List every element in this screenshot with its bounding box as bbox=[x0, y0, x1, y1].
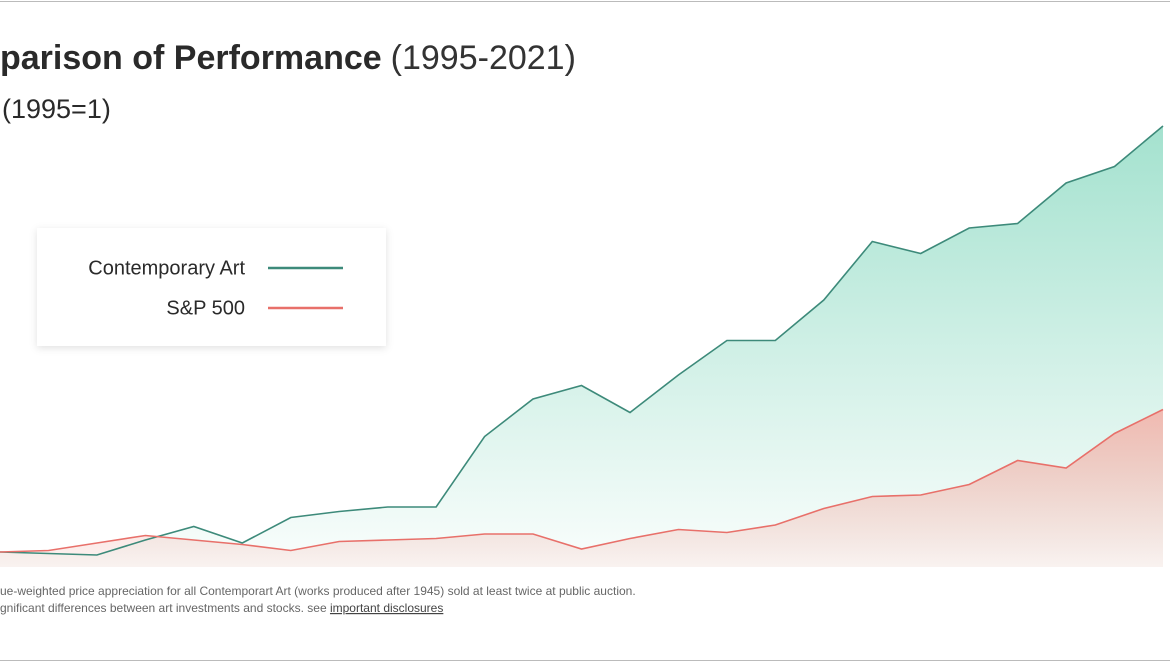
legend-label: Contemporary Art bbox=[88, 257, 245, 279]
title-suffix: (1995-2021) bbox=[391, 39, 576, 77]
area bbox=[0, 409, 1163, 567]
line bbox=[0, 125, 1164, 556]
area bbox=[0, 126, 1163, 567]
footnote: gnificant differences between art invest… bbox=[0, 601, 443, 615]
disclosures-link[interactable]: important disclosures bbox=[330, 601, 443, 615]
legend-box bbox=[37, 228, 386, 346]
legend: Contemporary Art S&P 500 bbox=[88, 257, 343, 319]
title-main: parison of Performance bbox=[0, 39, 382, 77]
plot bbox=[0, 125, 1164, 567]
line bbox=[0, 408, 1164, 553]
legend-label: S&P 500 bbox=[166, 297, 245, 319]
subtitle: (1995=1) bbox=[2, 94, 111, 124]
footnote: ue-weighted price appreciation for all C… bbox=[0, 584, 636, 598]
chart-title: parison of Performance (1995-2021) bbox=[0, 39, 576, 77]
footnote-text: gnificant differences between art invest… bbox=[0, 601, 330, 615]
